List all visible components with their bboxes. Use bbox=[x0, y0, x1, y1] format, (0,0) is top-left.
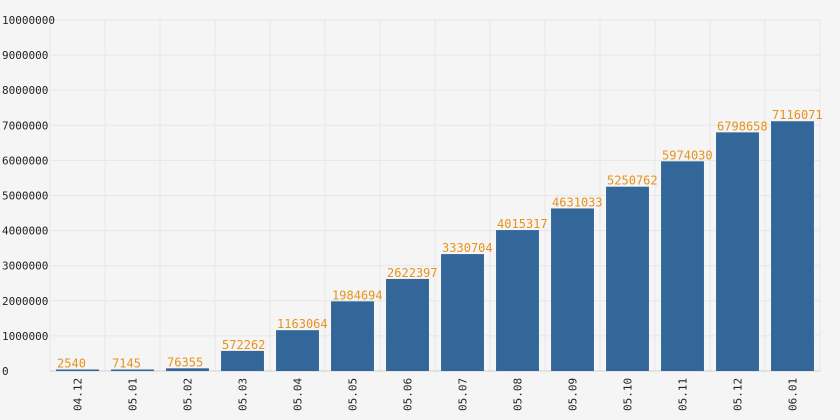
x-tick-label: 05.01 bbox=[127, 378, 140, 411]
bar bbox=[716, 132, 759, 371]
data-label: 6798658 bbox=[717, 119, 768, 133]
data-label: 2540 bbox=[57, 357, 86, 371]
y-tick-label: 2000000 bbox=[2, 295, 48, 308]
y-tick-label: 1000000 bbox=[2, 330, 48, 343]
data-label: 5974030 bbox=[662, 148, 713, 162]
y-tick-label: 5000000 bbox=[2, 190, 48, 203]
y-tick-label: 7000000 bbox=[2, 119, 48, 132]
y-tick-label: 6000000 bbox=[2, 154, 48, 167]
x-tick-label: 05.10 bbox=[622, 378, 635, 411]
x-tick-label: 05.03 bbox=[237, 378, 250, 411]
x-tick-label: 05.05 bbox=[347, 378, 360, 411]
bar bbox=[331, 301, 374, 371]
bar bbox=[386, 278, 429, 371]
y-tick-label: 0 bbox=[2, 365, 9, 378]
x-tick-label: 05.08 bbox=[512, 378, 525, 411]
data-label: 4631033 bbox=[552, 195, 603, 209]
data-label: 572262 bbox=[222, 338, 265, 352]
x-tick-label: 05.07 bbox=[457, 378, 470, 411]
bar bbox=[221, 350, 264, 371]
y-tick-label: 4000000 bbox=[2, 225, 48, 238]
bar bbox=[111, 369, 154, 371]
bar bbox=[276, 330, 319, 371]
data-label: 1163064 bbox=[277, 317, 328, 331]
bar bbox=[771, 121, 814, 371]
data-label: 7145 bbox=[112, 357, 141, 371]
data-label: 5250762 bbox=[607, 174, 658, 188]
data-label: 1984694 bbox=[332, 288, 383, 302]
y-tick-label: 3000000 bbox=[2, 260, 48, 273]
bar bbox=[56, 369, 99, 371]
x-tick-label: 06.01 bbox=[787, 378, 800, 411]
grid-lines bbox=[49, 19, 821, 372]
x-tick-label: 05.12 bbox=[732, 378, 745, 411]
data-label: 3330704 bbox=[442, 241, 493, 255]
bar bbox=[496, 230, 539, 371]
x-axis: 04.12 05.01 05.02 05.03 05.04 05.05 05.06 05.07… bbox=[72, 378, 800, 411]
y-tick-label: 8000000 bbox=[2, 84, 48, 97]
data-label: 7116071 bbox=[772, 108, 823, 122]
y-tick-label: 9000000 bbox=[2, 49, 48, 62]
bar bbox=[606, 186, 649, 371]
bar bbox=[661, 161, 704, 371]
x-tick-label: 04.12 bbox=[72, 378, 85, 411]
bars bbox=[56, 121, 814, 371]
x-tick-label: 05.04 bbox=[292, 378, 305, 411]
data-label: 2622397 bbox=[387, 266, 438, 280]
bar bbox=[441, 254, 484, 371]
bar bbox=[551, 208, 594, 371]
y-axis: 0 1000000 2000000 3000000 4000000 5000000 6000… bbox=[2, 14, 55, 378]
data-label: 4015317 bbox=[497, 217, 548, 231]
bar bbox=[166, 368, 209, 371]
x-tick-label: 05.09 bbox=[567, 378, 580, 411]
y-tick-label: 10000000 bbox=[2, 14, 55, 27]
data-labels: 2540 7145 76355 572262 1163064 1984694 2622397… bbox=[57, 108, 823, 370]
x-tick-label: 05.06 bbox=[402, 378, 415, 411]
x-tick-label: 05.02 bbox=[182, 378, 195, 411]
x-tick-label: 05.11 bbox=[677, 378, 690, 411]
data-label: 76355 bbox=[167, 355, 203, 369]
